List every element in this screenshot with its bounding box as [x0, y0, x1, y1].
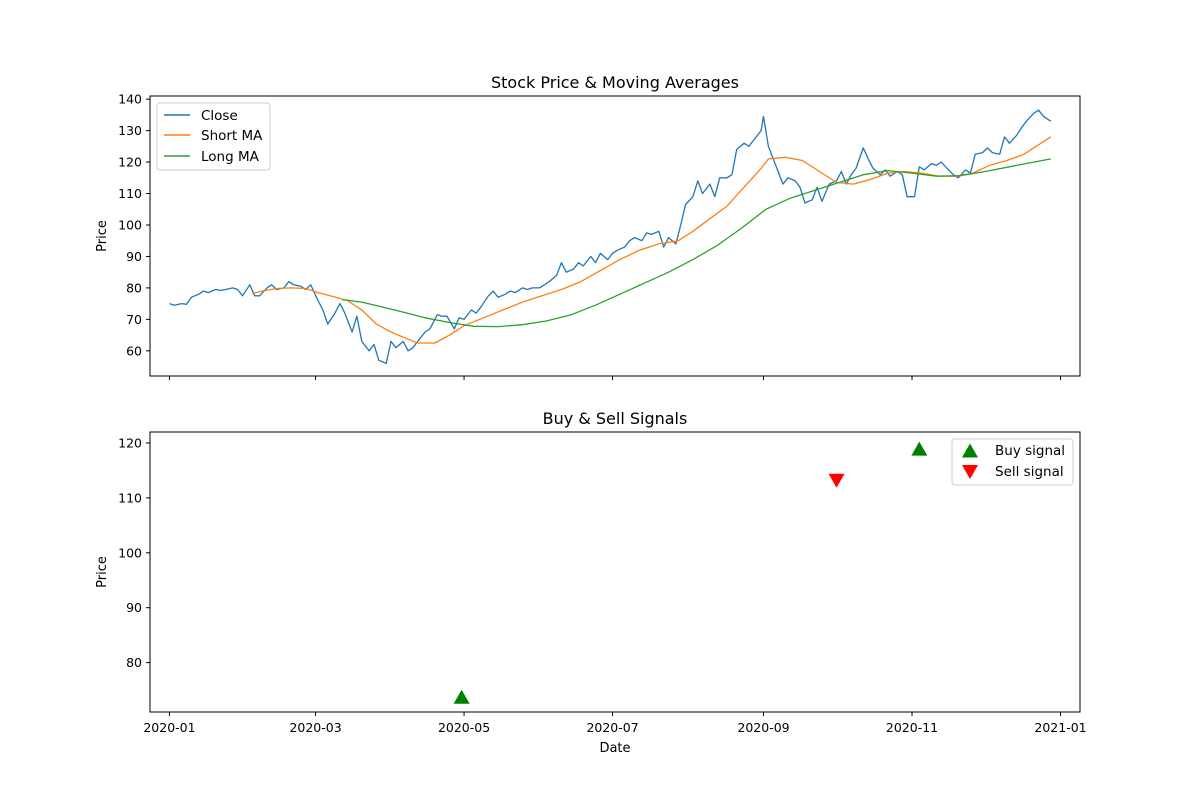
legend-frame [951, 438, 1074, 486]
y-tick-label: 110 [118, 490, 142, 505]
series-lines [169, 109, 1052, 365]
y-axis: 60 70 80 90 100 110 120 130 140 [118, 92, 150, 358]
y-tick-label: 140 [118, 92, 142, 107]
y-tick-label: 90 [126, 600, 142, 615]
legend: Close Short MA Long MA [156, 102, 271, 171]
line-short-ma [252, 136, 1052, 344]
legend-item: Buy signal [962, 443, 1065, 459]
x-tick-label: 2021-01 [1034, 720, 1086, 735]
x-axis-label: Date [599, 741, 630, 756]
y-tick-label: 120 [118, 435, 142, 450]
x-tick-label: 2020-09 [737, 720, 789, 735]
y-tick-label: 120 [118, 155, 142, 170]
y-tick-label: 90 [126, 249, 142, 264]
chart-title: Buy & Sell Signals [543, 409, 688, 428]
legend-marker-buy-icon [962, 443, 978, 458]
legend-item: Sell signal [962, 464, 1064, 480]
x-axis: 2020-01 2020-03 2020-05 2020-07 2020-09 2020-… [143, 712, 1087, 735]
sell-signal-marker [828, 473, 845, 488]
y-tick-label: 70 [126, 312, 142, 327]
legend-item: Close [164, 108, 238, 124]
legend-frame [156, 102, 271, 171]
y-tick-label: 110 [118, 186, 142, 201]
legend: Buy signal Sell signal [951, 438, 1074, 486]
y-tick-label: 100 [118, 545, 142, 560]
legend-label: Short MA [201, 128, 263, 144]
buy-signal-marker [911, 441, 928, 456]
y-tick-label: 80 [126, 280, 142, 295]
x-tick-label: 2020-03 [289, 720, 341, 735]
legend-item: Long MA [164, 149, 260, 165]
y-tick-label: 100 [118, 217, 142, 232]
legend-label: Buy signal [995, 443, 1065, 459]
legend-label: Long MA [201, 149, 260, 165]
y-axis-label: Price [95, 556, 110, 588]
x-tick-label: 2020-05 [438, 720, 490, 735]
legend-marker-sell-icon [962, 465, 978, 479]
x-axis [168, 376, 1062, 380]
y-axis: 80 90 100 110 120 [118, 435, 150, 670]
x-tick-label: 2020-11 [886, 720, 938, 735]
plot-frame [149, 95, 1081, 377]
signal-markers [453, 441, 928, 704]
y-axis-label: Price [95, 220, 110, 252]
price-chart: Stock Price & Moving Averages Price 60 70… [95, 73, 1081, 380]
x-tick-label: 2020-01 [143, 720, 195, 735]
legend-item: Short MA [164, 128, 263, 144]
chart-title: Stock Price & Moving Averages [491, 73, 739, 92]
legend-label: Close [201, 108, 238, 124]
plot-frame [149, 431, 1081, 713]
signals-chart: Buy & Sell Signals Price Date 80 90 100 110… [95, 409, 1087, 756]
x-tick-label: 2020-07 [586, 720, 638, 735]
y-tick-label: 60 [126, 343, 142, 358]
line-long-ma [342, 158, 1051, 328]
y-tick-label: 130 [118, 123, 142, 138]
line-close [169, 109, 1052, 365]
buy-signal-marker [453, 689, 470, 704]
legend-label: Sell signal [995, 464, 1064, 480]
y-tick-label: 80 [126, 655, 142, 670]
